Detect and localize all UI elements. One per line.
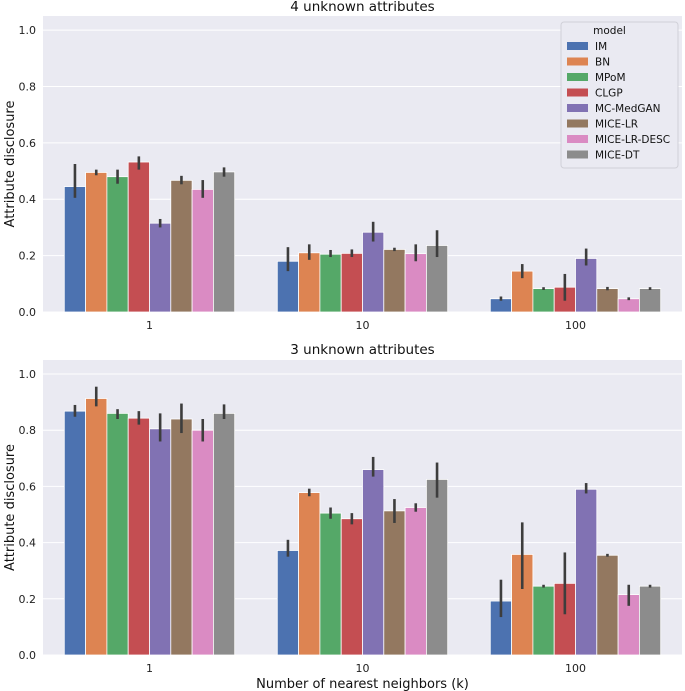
y-tick-label: 1.0 [19,368,37,381]
legend-swatch [567,73,588,81]
bar-mpom-k10 [319,253,342,313]
bar-mc-medgan-k10 [362,469,385,656]
y-tick-label: 0.8 [19,80,37,93]
y-tick-label: 0.0 [19,306,37,319]
legend: model IM BN MPoM CLGP MC-MedGAN MICE-LR MICE-LR… [560,21,679,169]
bar-mice-lr-k1 [170,179,193,313]
y-axis-label: Attribute disclosure [3,101,18,228]
chart-panel-2: 0.0 0.2 0.4 0.6 0.8 1.0 1 10 100 3 unknown attrib… [3,342,682,691]
bar-clgp-k10 [340,518,363,656]
bar-im-k1 [63,410,87,656]
bar-clgp-k1 [127,417,150,656]
bar-mpom-k100 [532,585,555,656]
x-tick-label: 100 [565,319,586,332]
bar-im-k10 [276,550,299,656]
y-tick-label: 0.2 [19,593,37,606]
legend-title: model [593,25,626,37]
bar-mice-lr-desc-k10 [404,507,427,656]
bar-mc-medgan-k1 [149,428,172,656]
bar-mice-lr-k10 [383,510,406,656]
bar-mpom-k100 [532,288,555,313]
bar-mc-medgan-k100 [575,488,598,656]
bar-mice-lr-desc-k1 [191,429,214,656]
y-tick-label: 0.6 [19,137,37,150]
legend-swatch [567,88,588,97]
bar-mice-dt-k100 [639,288,662,313]
legend-box [560,21,679,169]
y-axis-label: Attribute disclosure [3,444,18,571]
bar-mice-lr-k1 [170,418,193,656]
bar-mice-lr-desc-k100 [617,298,640,313]
bar-mc-medgan-k1 [149,222,172,313]
bar-mice-dt-k1 [212,412,236,656]
legend-swatch [567,135,588,143]
bar-mice-lr-desc-k10 [404,253,427,313]
legend-swatch [567,104,588,112]
y-tick-label: 0.4 [19,537,37,550]
bar-mice-lr-k10 [383,249,406,313]
x-tick-label: 10 [356,319,370,332]
legend-label: MICE-LR [595,119,638,131]
bar-mpom-k1 [106,176,129,313]
y-tick-label: 0.0 [19,649,37,662]
bar-mice-dt-k10 [425,479,449,656]
bar-bn-k1 [85,172,108,313]
x-tick-label: 10 [356,662,370,675]
y-tick-label: 0.8 [19,424,37,437]
bar-mpom-k1 [106,412,129,656]
bar-im-k1 [63,186,87,313]
legend-label: MICE-DT [595,150,640,162]
legend-label: MICE-LR-DESC [595,134,670,146]
x-tick-label: 1 [146,662,153,675]
bar-mpom-k10 [319,512,342,656]
bar-im-k100 [489,298,512,313]
chart-title: 4 unknown attributes [290,0,434,15]
bar-bn-k1 [85,398,108,656]
bar-mc-medgan-k10 [362,231,385,313]
bar-mice-lr-k100 [596,288,619,313]
x-tick-label: 1 [146,319,153,332]
chart-title: 3 unknown attributes [290,342,434,358]
legend-label: MC-MedGAN [595,103,661,115]
legend-swatch [567,150,588,159]
x-axis-label: Number of nearest neighbors (k) [256,677,469,691]
bar-mice-lr-desc-k1 [191,188,214,313]
legend-swatch [567,42,588,50]
bar-mice-lr-k100 [596,554,619,656]
bar-clgp-k1 [127,161,150,313]
bar-mice-dt-k1 [212,171,236,313]
legend-swatch [567,119,588,128]
y-tick-label: 0.4 [19,193,37,206]
bar-mice-dt-k100 [639,585,662,656]
bar-bn-k10 [298,492,321,656]
bar-mc-medgan-k100 [575,258,598,313]
y-tick-label: 0.2 [19,250,37,263]
legend-label: IM [595,41,607,53]
y-tick-label: 0.6 [19,480,37,493]
bar-clgp-k10 [340,252,363,313]
bar-bn-k10 [298,252,321,313]
legend-label: CLGP [595,88,623,100]
chart-panel-1: 0.0 0.2 0.4 0.6 0.8 1.0 1 10 100 4 unknown attrib… [3,0,682,332]
legend-label: MPoM [595,72,626,84]
legend-label: BN [595,57,610,69]
y-tick-label: 1.0 [19,24,37,37]
legend-swatch [567,57,588,66]
x-tick-label: 100 [565,662,586,675]
